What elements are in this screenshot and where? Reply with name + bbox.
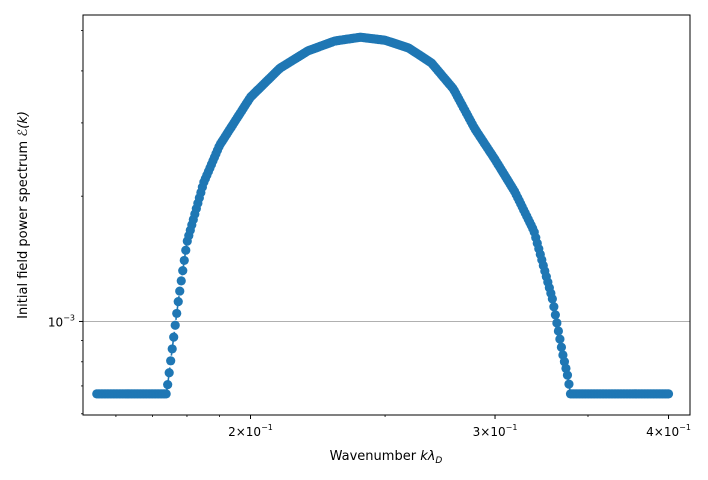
data-point <box>663 389 674 399</box>
data-point <box>552 318 562 328</box>
data-point <box>170 320 180 330</box>
data-point <box>166 356 176 366</box>
plot-frame <box>82 14 691 416</box>
x-tick-label: 2×10−1 <box>228 423 273 439</box>
ticks-layer: 2×10−1 3×10−1 4×10−1 10−3 <box>48 30 691 439</box>
series-layer <box>92 32 674 399</box>
x-tick-label: 3×10−1 <box>473 423 518 439</box>
data-point <box>556 342 567 352</box>
data-point <box>553 326 564 336</box>
data-point <box>550 310 560 320</box>
data-point <box>181 245 191 255</box>
data-point <box>161 389 171 399</box>
data-point <box>555 334 565 344</box>
data-point <box>176 276 186 286</box>
data-point <box>164 368 174 378</box>
data-point <box>173 296 183 307</box>
data-point <box>167 344 177 354</box>
x-axis-label: Wavenumber kλD <box>330 449 443 466</box>
data-point <box>547 294 557 304</box>
data-point <box>163 380 173 390</box>
data-point <box>549 302 559 312</box>
data-point <box>562 370 573 380</box>
data-point <box>175 286 185 296</box>
x-tick-label: 4×10−1 <box>646 423 691 439</box>
data-point <box>179 255 189 266</box>
y-axis-label: Initial field power spectrum ℰ(k) <box>16 111 31 319</box>
data-point <box>169 332 179 342</box>
data-point <box>564 379 574 389</box>
y-tick-label: 10−3 <box>48 313 75 329</box>
data-point <box>178 266 188 276</box>
data-point <box>172 308 182 319</box>
